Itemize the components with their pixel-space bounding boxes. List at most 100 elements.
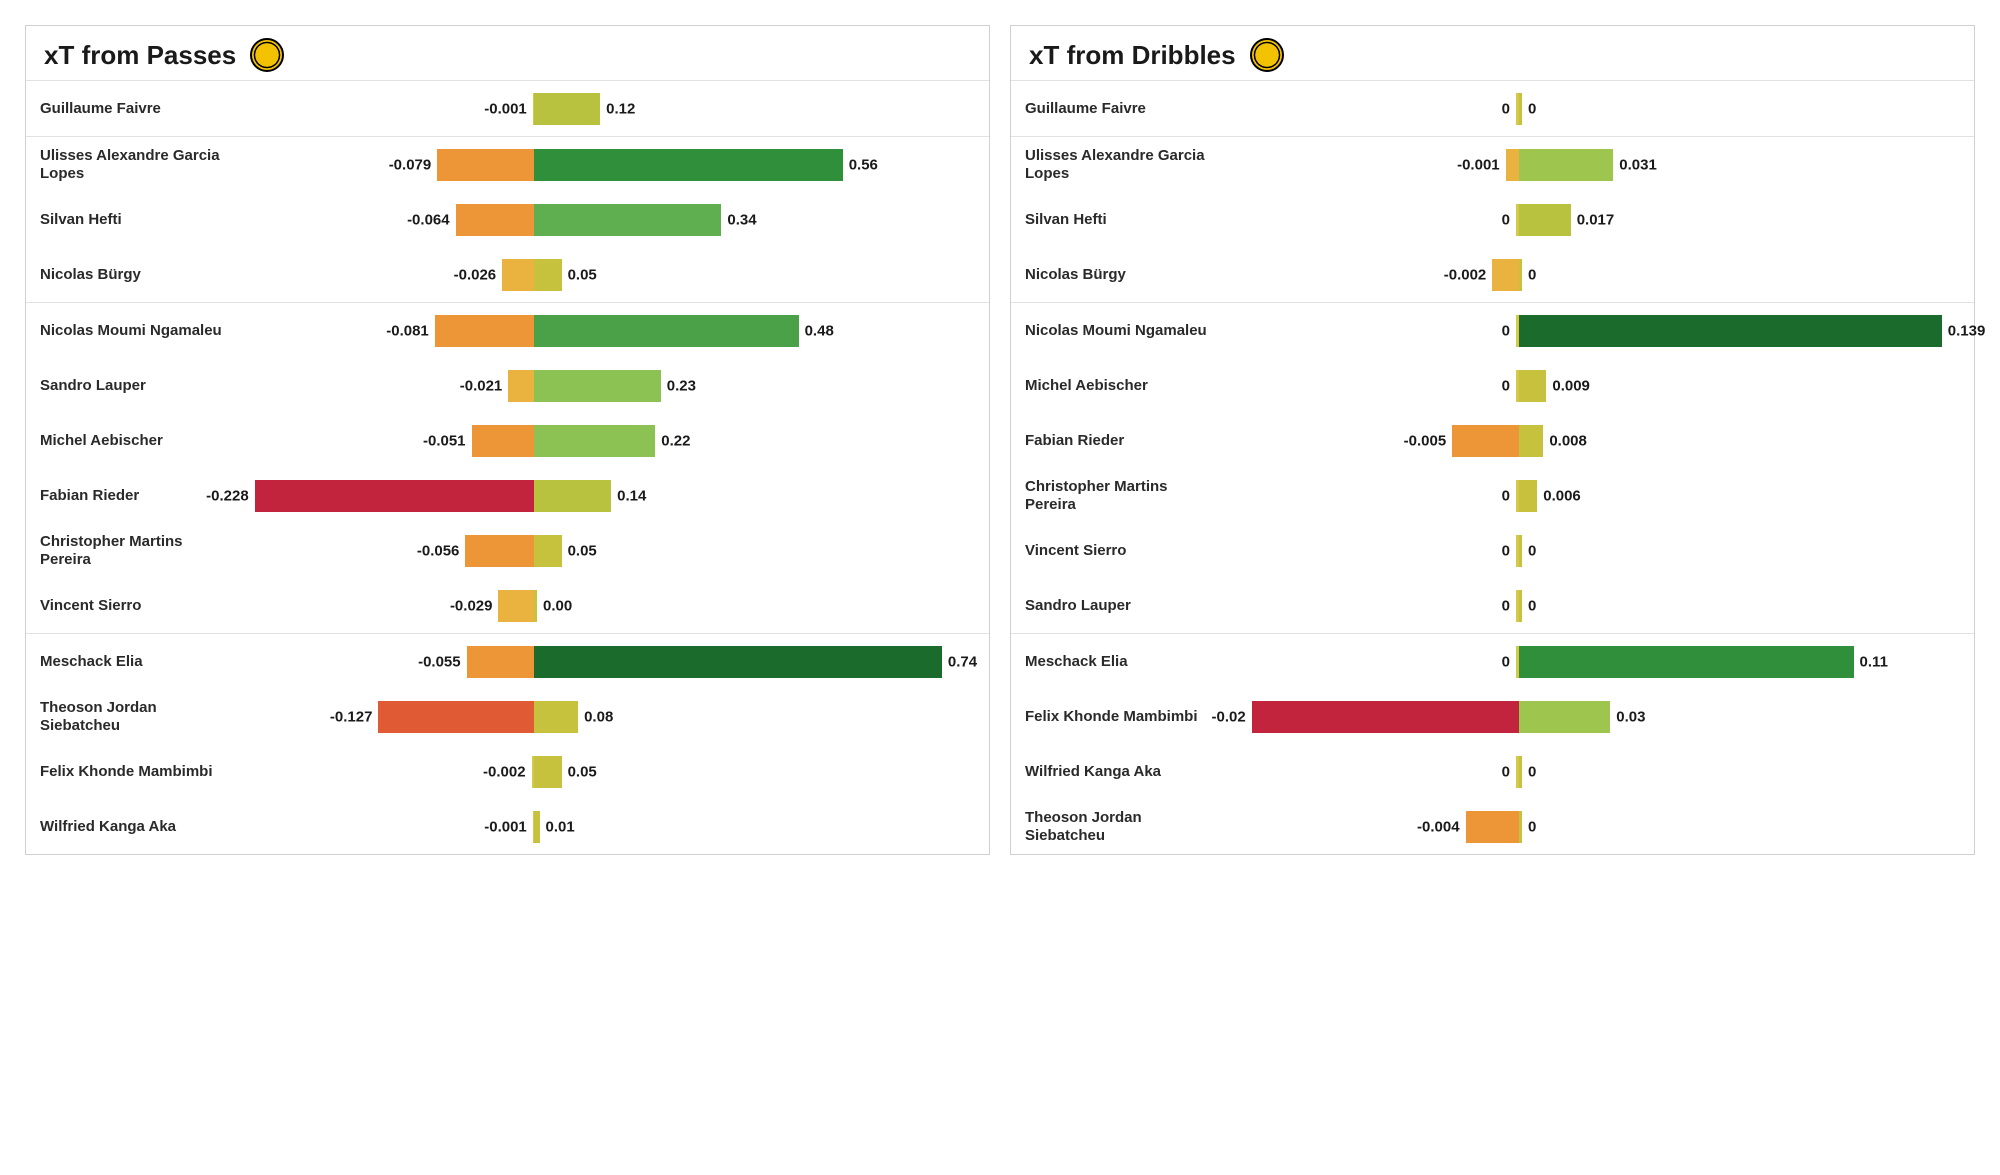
neg-value-label: -0.001 xyxy=(484,818,527,835)
pos-bar xyxy=(1519,425,1543,457)
neg-value-label: -0.127 xyxy=(330,708,373,725)
neg-bar xyxy=(1506,149,1519,181)
neg-value-label: 0 xyxy=(1502,542,1510,559)
pos-bar xyxy=(534,425,655,457)
player-name: Michel Aebischer xyxy=(1025,377,1225,395)
pos-value-label: 0.56 xyxy=(849,156,878,173)
player-row: Wilfried Kanga Aka00 xyxy=(1011,744,1974,799)
pos-bar xyxy=(534,701,578,733)
pos-bar xyxy=(1519,756,1522,788)
pos-bar xyxy=(534,480,611,512)
pos-bar xyxy=(534,590,537,622)
player-row: Theoson Jordan Siebatcheu-0.0040 xyxy=(1011,799,1974,854)
neg-bar xyxy=(498,590,534,622)
neg-bar xyxy=(465,535,534,567)
neg-value-label: -0.005 xyxy=(1404,432,1447,449)
player-row: Theoson Jordan Siebatcheu-0.1270.08 xyxy=(26,689,989,744)
pos-value-label: 0.34 xyxy=(727,211,756,228)
pos-value-label: 0.139 xyxy=(1948,322,1986,339)
bar-cell: -0.0510.22 xyxy=(240,413,975,468)
pos-bar xyxy=(534,646,942,678)
pos-bar xyxy=(534,149,843,181)
pos-value-label: 0.01 xyxy=(546,818,575,835)
panel-title: xT from Passes xyxy=(26,26,989,80)
bar-cell: -0.020.03 xyxy=(1225,689,1960,744)
bar-cell: -0.0290.00 xyxy=(240,578,975,633)
pos-bar xyxy=(534,259,562,291)
bar-cell: 00.017 xyxy=(1225,192,1960,247)
bar-cell: 00 xyxy=(1225,523,1960,578)
player-name: Felix Khonde Mambimbi xyxy=(40,763,240,781)
neg-bar xyxy=(435,315,534,347)
row-group: Guillaume Faivre00 xyxy=(1011,80,1974,136)
pos-bar xyxy=(1519,149,1613,181)
pos-bar xyxy=(534,370,661,402)
pos-value-label: 0.48 xyxy=(805,322,834,339)
player-row: Wilfried Kanga Aka-0.0010.01 xyxy=(26,799,989,854)
neg-value-label: -0.056 xyxy=(417,542,460,559)
player-row: Guillaume Faivre-0.0010.12 xyxy=(26,81,989,136)
player-row: Sandro Lauper-0.0210.23 xyxy=(26,358,989,413)
player-name: Vincent Sierro xyxy=(1025,542,1225,560)
neg-value-label: -0.064 xyxy=(407,211,450,228)
pos-bar xyxy=(1519,701,1610,733)
neg-value-label: 0 xyxy=(1502,377,1510,394)
neg-value-label: 0 xyxy=(1502,487,1510,504)
player-name: Meschack Elia xyxy=(40,653,240,671)
pos-bar xyxy=(1519,204,1571,236)
player-row: Michel Aebischer-0.0510.22 xyxy=(26,413,989,468)
neg-value-label: -0.002 xyxy=(483,763,526,780)
neg-value-label: -0.051 xyxy=(423,432,466,449)
pos-bar xyxy=(534,204,721,236)
player-name: Christopher Martins Pereira xyxy=(40,533,240,569)
player-row: Christopher Martins Pereira -0.056 0.05 xyxy=(26,523,989,578)
pos-value-label: 0 xyxy=(1528,542,1536,559)
bar-cell: -0.0040 xyxy=(1225,799,1960,854)
panel-0: xT from PassesGuillaume Faivre-0.0010.12… xyxy=(25,25,990,855)
pos-value-label: 0.031 xyxy=(1619,156,1657,173)
neg-value-label: 0 xyxy=(1502,100,1510,117)
pos-bar xyxy=(1519,315,1942,347)
neg-value-label: 0 xyxy=(1502,763,1510,780)
pos-value-label: 0.05 xyxy=(568,542,597,559)
player-row: Nicolas Moumi Ngamaleu-0.0810.48 xyxy=(26,303,989,358)
neg-bar xyxy=(255,480,534,512)
player-row: Fabian Rieder-0.0050.008 xyxy=(1011,413,1974,468)
player-name: Nicolas Moumi Ngamaleu xyxy=(40,322,240,340)
bar-cell: -0.001 0.01 xyxy=(240,799,975,854)
neg-bar xyxy=(437,149,534,181)
pos-value-label: 0.008 xyxy=(1549,432,1587,449)
bar-cell: 00 xyxy=(1225,578,1960,633)
neg-value-label: -0.228 xyxy=(206,487,249,504)
bar-cell: 0 0.006 xyxy=(1225,468,1960,523)
player-row: Nicolas Moumi Ngamaleu00.139 xyxy=(1011,303,1974,358)
pos-value-label: 0.006 xyxy=(1543,487,1581,504)
player-name: Ulisses Alexandre Garcia Lopes xyxy=(40,147,240,183)
player-name: Felix Khonde Mambimbi xyxy=(1025,708,1225,726)
player-name: Guillaume Faivre xyxy=(1025,100,1225,118)
pos-value-label: 0 xyxy=(1528,763,1536,780)
neg-value-label: 0 xyxy=(1502,322,1510,339)
pos-value-label: 0.11 xyxy=(1860,653,1888,670)
neg-value-label: -0.002 xyxy=(1444,266,1487,283)
neg-value-label: -0.001 xyxy=(1457,156,1500,173)
pos-bar xyxy=(1519,535,1522,567)
team-logo-icon xyxy=(250,38,284,72)
player-name: Nicolas Bürgy xyxy=(1025,266,1225,284)
bar-cell: 00.11 xyxy=(1225,634,1960,689)
pos-value-label: 0.05 xyxy=(568,266,597,283)
row-group: Nicolas Moumi Ngamaleu00.139 Michel Aebis… xyxy=(1011,302,1974,633)
pos-value-label: 0.009 xyxy=(1552,377,1590,394)
bar-cell: -0.005 0.008 xyxy=(1225,413,1960,468)
neg-value-label: 0 xyxy=(1502,211,1510,228)
neg-value-label: -0.029 xyxy=(450,597,493,614)
pos-value-label: 0.14 xyxy=(617,487,646,504)
neg-bar xyxy=(1452,425,1519,457)
bar-cell: -0.0020 xyxy=(1225,247,1960,302)
team-logo-icon xyxy=(1250,38,1284,72)
pos-bar xyxy=(1519,811,1522,843)
bar-cell: -0.0260.05 xyxy=(240,247,975,302)
player-row: Ulisses Alexandre Garcia Lopes-0.0790.56 xyxy=(26,137,989,192)
bar-cell: -0.064 0.34 xyxy=(240,192,975,247)
pos-value-label: 0.03 xyxy=(1616,708,1645,725)
